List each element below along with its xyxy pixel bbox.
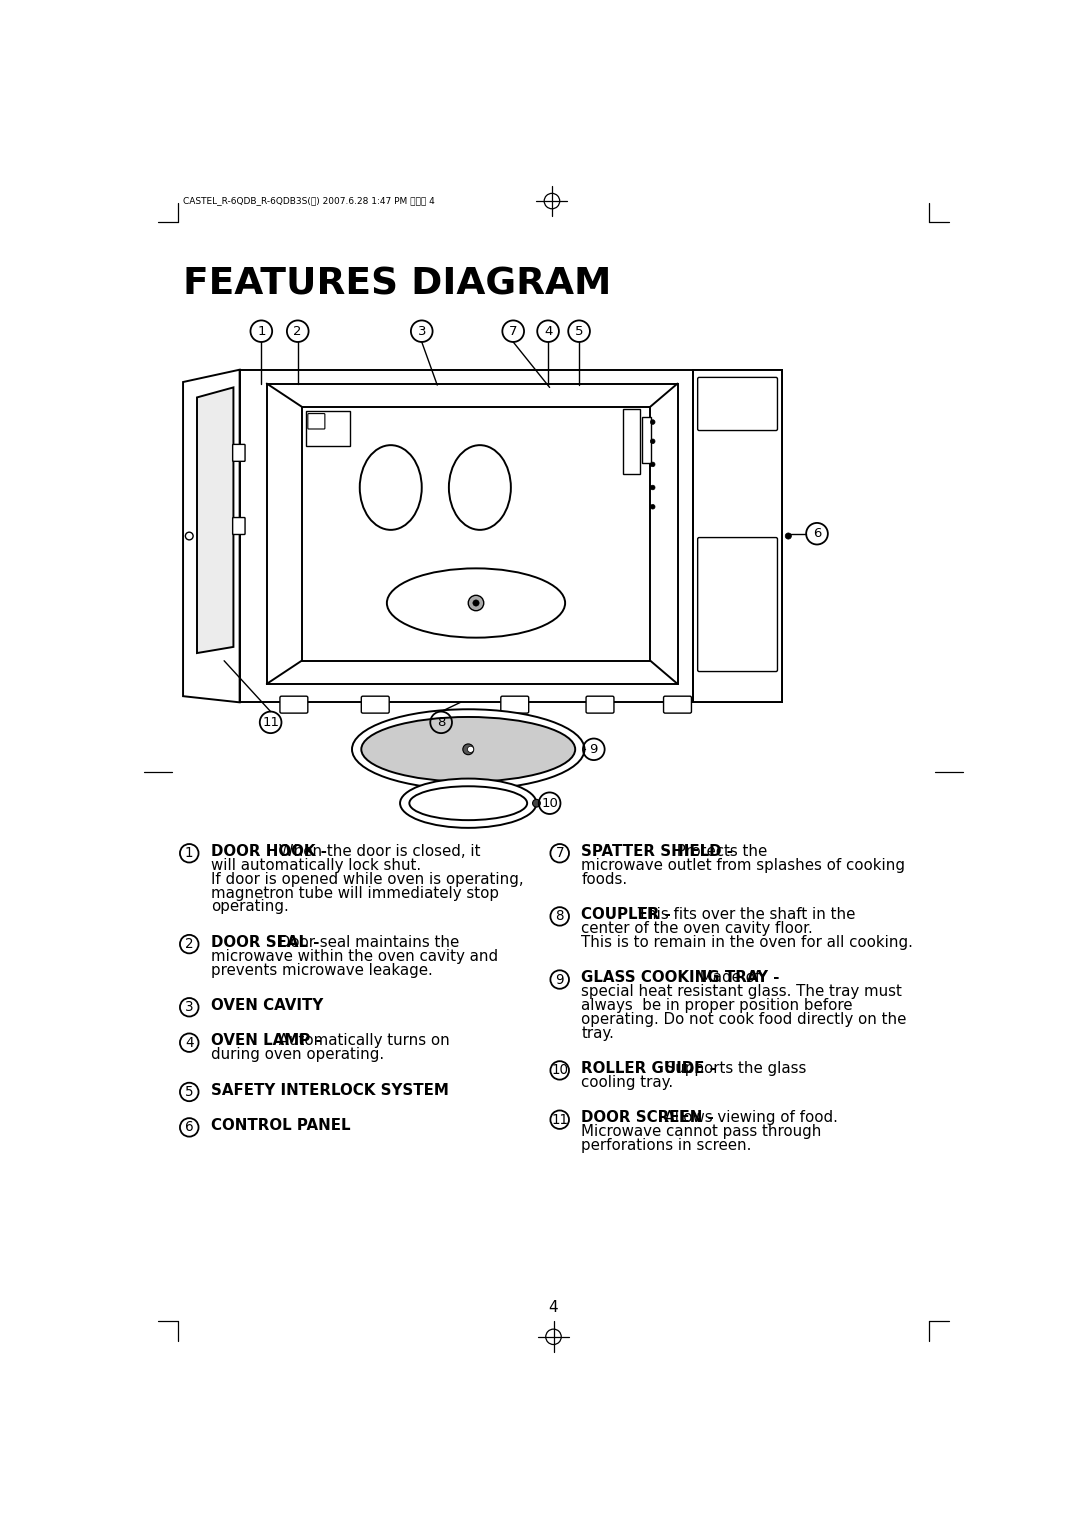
Ellipse shape	[360, 445, 422, 530]
FancyBboxPatch shape	[280, 697, 308, 714]
Text: 6: 6	[813, 527, 821, 541]
Text: SAFETY INTERLOCK SYSTEM: SAFETY INTERLOCK SYSTEM	[211, 1083, 449, 1097]
Text: DOOR SEAL -: DOOR SEAL -	[211, 935, 320, 950]
Text: 3: 3	[418, 324, 426, 338]
Text: 1: 1	[257, 324, 266, 338]
Bar	[623, 410, 640, 474]
Text: center of the oven cavity floor.: center of the oven cavity floor.	[581, 921, 813, 937]
Text: CONTROL PANEL: CONTROL PANEL	[211, 1118, 350, 1134]
Text: magnetron tube will immediately stop: magnetron tube will immediately stop	[211, 886, 499, 900]
Text: Protects the: Protects the	[673, 843, 768, 859]
FancyBboxPatch shape	[362, 697, 389, 714]
Text: This is to remain in the oven for all cooking.: This is to remain in the oven for all co…	[581, 935, 914, 950]
Text: 4: 4	[185, 1036, 193, 1050]
Text: This fits over the shaft in the: This fits over the shaft in the	[633, 908, 855, 923]
Text: Door seal maintains the: Door seal maintains the	[273, 935, 459, 950]
Text: 5: 5	[575, 324, 583, 338]
Text: Made of: Made of	[696, 970, 760, 986]
Text: 8: 8	[437, 715, 445, 729]
Text: 10: 10	[541, 796, 558, 810]
Circle shape	[785, 533, 792, 539]
Bar	[642, 417, 651, 463]
Text: CASTEL_R-6QDB_R-6QDB3S(영) 2007.6.28 1:47 PM 페이지 4: CASTEL_R-6QDB_R-6QDB3S(영) 2007.6.28 1:47…	[183, 197, 435, 205]
FancyBboxPatch shape	[232, 445, 245, 461]
Circle shape	[650, 420, 656, 425]
Circle shape	[468, 746, 474, 752]
Text: DOOR SCREEN -: DOOR SCREEN -	[581, 1111, 714, 1126]
Bar	[267, 384, 677, 685]
Text: microwave within the oven cavity and: microwave within the oven cavity and	[211, 949, 498, 964]
Text: 4: 4	[544, 324, 552, 338]
Ellipse shape	[449, 445, 511, 530]
Text: 3: 3	[185, 1001, 193, 1015]
Text: Supports the glass: Supports the glass	[661, 1060, 807, 1076]
Polygon shape	[197, 388, 233, 652]
Text: foods.: foods.	[581, 872, 627, 886]
Text: 5: 5	[185, 1085, 193, 1099]
Text: 7: 7	[509, 324, 517, 338]
Text: 7: 7	[555, 847, 564, 860]
FancyBboxPatch shape	[698, 538, 778, 671]
Text: microwave outlet from splashes of cooking: microwave outlet from splashes of cookin…	[581, 857, 905, 872]
Text: Allows viewing of food.: Allows viewing of food.	[656, 1111, 838, 1126]
Text: 9: 9	[555, 972, 564, 987]
Text: FEATURES DIAGRAM: FEATURES DIAGRAM	[183, 266, 611, 303]
Ellipse shape	[362, 717, 576, 782]
Text: operating.: operating.	[211, 900, 288, 914]
Text: OVEN LAMP -: OVEN LAMP -	[211, 1033, 322, 1048]
Text: tray.: tray.	[581, 1025, 615, 1041]
Text: Microwave cannot pass through: Microwave cannot pass through	[581, 1125, 822, 1140]
FancyBboxPatch shape	[586, 697, 613, 714]
Text: prevents microwave leakage.: prevents microwave leakage.	[211, 963, 433, 978]
Text: 6: 6	[185, 1120, 193, 1134]
Circle shape	[463, 744, 474, 755]
Text: always  be in proper position before: always be in proper position before	[581, 998, 853, 1013]
Bar	[301, 406, 650, 660]
Ellipse shape	[387, 568, 565, 637]
Bar	[693, 370, 782, 703]
FancyBboxPatch shape	[232, 518, 245, 535]
FancyBboxPatch shape	[501, 697, 529, 714]
Text: OVEN CAVITY: OVEN CAVITY	[211, 998, 323, 1013]
Text: DOOR HOOK -: DOOR HOOK -	[211, 843, 327, 859]
Text: Automatically turns on: Automatically turns on	[273, 1033, 449, 1048]
Text: ROLLER GUIDE -: ROLLER GUIDE -	[581, 1060, 716, 1076]
Text: GLASS COOKING TRAY -: GLASS COOKING TRAY -	[581, 970, 780, 986]
Bar	[240, 370, 782, 703]
Circle shape	[469, 596, 484, 611]
Text: SPATTER SHIELD -: SPATTER SHIELD -	[581, 843, 733, 859]
Text: 11: 11	[262, 715, 279, 729]
Text: COUPLER -: COUPLER -	[581, 908, 672, 923]
Circle shape	[473, 601, 480, 607]
FancyBboxPatch shape	[663, 697, 691, 714]
Text: 8: 8	[555, 909, 564, 923]
Text: cooling tray.: cooling tray.	[581, 1076, 674, 1089]
Circle shape	[650, 504, 656, 509]
Text: perforations in screen.: perforations in screen.	[581, 1138, 752, 1154]
Text: 2: 2	[294, 324, 302, 338]
Text: during oven operating.: during oven operating.	[211, 1047, 384, 1062]
Bar	[306, 411, 350, 446]
Text: If door is opened while oven is operating,: If door is opened while oven is operatin…	[211, 872, 524, 886]
Text: 2: 2	[185, 937, 193, 950]
Circle shape	[650, 461, 656, 466]
Circle shape	[532, 799, 540, 807]
Text: operating. Do not cook food directly on the: operating. Do not cook food directly on …	[581, 1012, 907, 1027]
Text: When the door is closed, it: When the door is closed, it	[273, 843, 480, 859]
Ellipse shape	[352, 709, 584, 790]
Text: 1: 1	[185, 847, 193, 860]
Text: 11: 11	[551, 1112, 568, 1126]
Text: special heat resistant glass. The tray must: special heat resistant glass. The tray m…	[581, 984, 902, 999]
Polygon shape	[183, 370, 240, 703]
Text: will automatically lock shut.: will automatically lock shut.	[211, 857, 421, 872]
FancyBboxPatch shape	[308, 414, 325, 429]
FancyBboxPatch shape	[698, 377, 778, 431]
Text: 9: 9	[590, 743, 598, 756]
Ellipse shape	[400, 779, 537, 828]
Circle shape	[650, 439, 656, 443]
Text: 10: 10	[551, 1063, 568, 1077]
Ellipse shape	[409, 787, 527, 821]
Circle shape	[650, 486, 656, 490]
Text: 4: 4	[549, 1300, 558, 1316]
